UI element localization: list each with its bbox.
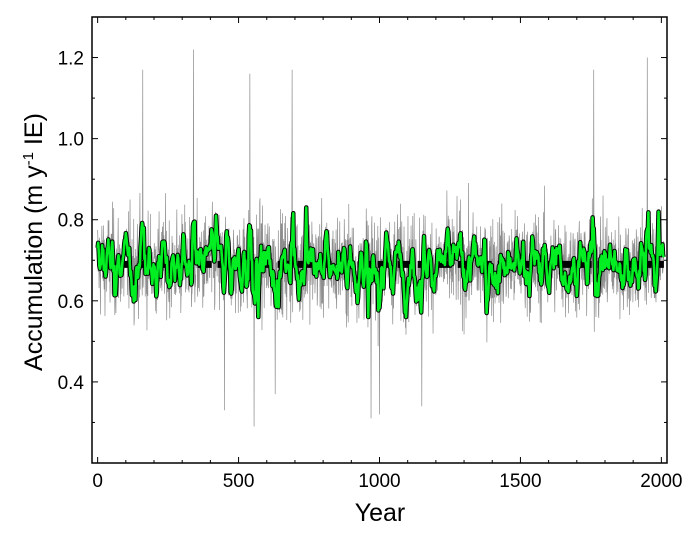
x-tick-label: 1000 (358, 471, 400, 492)
x-tick-label: 2000 (640, 471, 682, 492)
y-axis-title-tail: IE) (20, 113, 48, 152)
x-axis-title: Year (355, 499, 406, 527)
x-tick-label: 1500 (499, 471, 541, 492)
smoothed-series (95, 205, 666, 320)
y-tick-label: 0.4 (58, 373, 85, 394)
y-tick-label: 0.6 (58, 292, 84, 313)
y-tick-label: 0.8 (58, 211, 84, 232)
axis-ticks (92, 17, 667, 463)
y-axis-title-sup: -1 (20, 152, 37, 165)
y-tick-label: 1.0 (58, 130, 84, 151)
x-tick-labels: 0 500 1000 1500 2000 (92, 471, 682, 492)
y-tick-label: 1.2 (58, 49, 84, 70)
x-tick-label: 500 (223, 471, 255, 492)
y-axis-title: Accumulation (m y-1 IE) (20, 113, 48, 371)
y-tick-labels: 0.4 0.6 0.8 1.0 1.2 (58, 49, 85, 394)
x-tick-label: 0 (92, 471, 103, 492)
y-axis-title-main: Accumulation (m y (20, 165, 48, 371)
